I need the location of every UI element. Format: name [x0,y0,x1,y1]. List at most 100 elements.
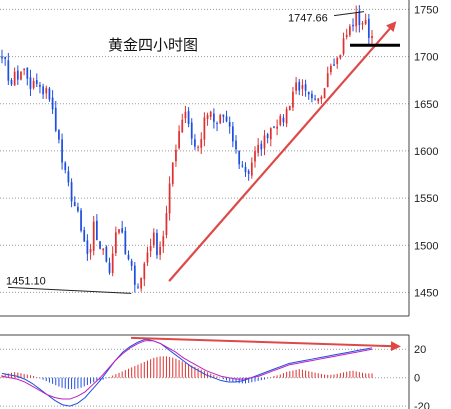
candle-body [320,96,323,100]
candle-body [152,232,155,246]
candle-body [89,249,92,253]
candle-body [203,117,206,140]
candle-body [127,255,130,260]
candle-body [260,143,263,150]
candle-body [114,232,117,254]
candle-body [29,77,32,89]
candle-body [301,85,304,89]
candle-body [288,105,291,111]
candle-body [273,126,275,128]
main-y-tick-label: 1700 [414,52,438,64]
candle-body [7,60,10,81]
candle-body [83,230,86,242]
candle-body [67,171,70,183]
candle-body [16,70,19,80]
macd-y-axis: 20 0 -20 [414,344,430,409]
candle-body [190,122,193,139]
candle-body [361,23,364,25]
candle-body [1,56,3,59]
candle-body [35,80,38,85]
candle-body [352,24,354,27]
candle-body [342,38,345,54]
candle-body [13,71,16,86]
candle-body [336,58,339,64]
candle-body [206,115,209,119]
candle-body [92,221,95,251]
candle-body [143,263,146,280]
candle-body [61,139,63,163]
candle-body [20,71,22,80]
candle-body [314,98,316,100]
candle-body [197,146,199,148]
candle-body [304,84,307,91]
macd-y-tick-label: 0 [414,373,420,385]
candle-body [269,128,272,140]
candle-body [70,182,73,202]
candle-body [45,88,48,94]
candle-body [4,56,7,60]
candle-body [118,229,120,233]
candle-body [295,82,297,91]
high-leader-line [333,11,365,17]
candle-body [146,252,149,263]
candle-body [266,134,269,138]
candle-body [73,202,76,207]
candle-body [168,183,171,214]
candle-body [26,67,29,79]
candle-body [298,81,301,91]
candle-body [292,91,294,108]
candle-body [364,20,367,24]
candle-body [80,210,82,231]
candle-body [371,35,373,39]
candle-body [102,248,105,251]
candle-body [58,130,60,140]
candle-body [257,144,260,153]
low-leader-line [7,286,132,294]
macd-line [1,338,373,407]
candle-body [323,88,326,99]
candle-body [159,246,161,255]
candle-body [348,26,351,36]
candle-body [105,246,108,262]
candle-body [130,260,133,266]
candle-body [282,117,285,123]
candle-body [345,34,348,37]
candle-body [54,107,57,131]
candle-body [355,12,358,27]
candle-body [276,126,278,129]
signal-line [1,340,373,400]
candle-body [23,69,26,71]
candle-body [51,97,54,110]
candle-body [86,240,89,254]
main-y-tick-label: 1750 [414,4,438,16]
candlesticks [1,5,373,293]
candle-body [225,116,228,122]
high-price-label: 1747.66 [288,13,328,25]
main-y-tick-label: 1450 [414,287,438,299]
chart-title: 黄金四小时图 [108,36,198,54]
candle-body [222,114,225,117]
low-price-label: 1451.10 [6,275,46,287]
candle-body [311,93,313,99]
candle-body [184,111,187,119]
candle-body [285,109,288,124]
candle-body [165,213,168,235]
main-y-axis: 1450 1500 1550 1600 1650 1700 1750 [414,4,438,299]
candle-body [241,165,244,167]
main-y-tick-label: 1550 [414,193,438,205]
uptrend-line [168,21,397,282]
candle-body [254,151,256,162]
candle-body [108,262,111,273]
candle-body [137,286,139,288]
candle-body [216,123,218,125]
macd-histogram [1,356,373,390]
candle-body [279,115,282,125]
candle-body [194,139,196,147]
main-gridlines [0,8,409,293]
candle-body [42,86,44,95]
candle-body [178,131,180,149]
candle-body [228,121,231,127]
candle-body [175,149,177,162]
candle-body [140,277,143,289]
